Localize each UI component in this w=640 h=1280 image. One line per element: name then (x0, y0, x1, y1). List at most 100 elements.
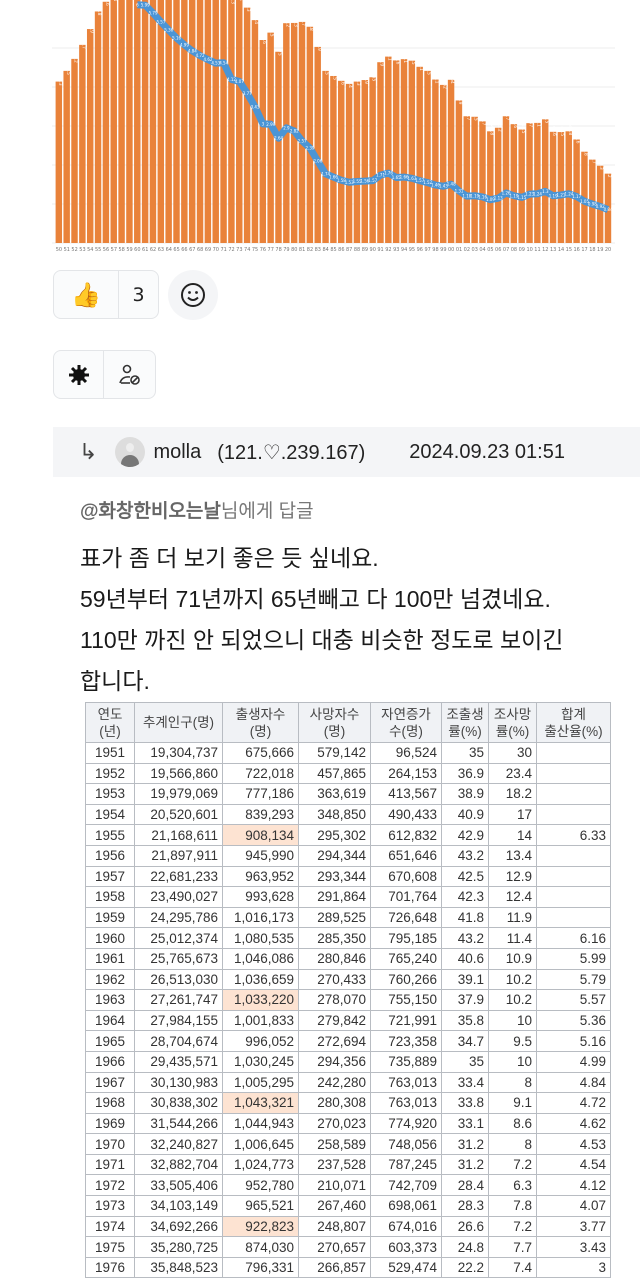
thumbs-up-icon[interactable]: 👍 (54, 271, 119, 318)
x-tick-label: 91 (377, 247, 383, 253)
table-cell: 295,302 (298, 824, 371, 846)
bar (314, 46, 321, 243)
line-point-label: 1.57 (415, 178, 424, 183)
line-point-label: 2.99 (266, 122, 275, 127)
table-cell: 1971 (85, 1153, 135, 1176)
table-cell: 12.4 (488, 886, 537, 908)
x-tick-label: 97 (424, 247, 430, 253)
table-cell: 7.4 (488, 1256, 537, 1279)
like-count[interactable]: 3 (132, 283, 145, 306)
x-tick-label: 95 (409, 247, 415, 253)
table-cell: 1,030,245 (222, 1050, 299, 1073)
table-cell: 267,460 (298, 1195, 371, 1217)
table-cell: 38.9 (441, 783, 489, 805)
table-row: 1955 21,168,611 908,134 295,302 612,832 42.9 1… (85, 824, 611, 846)
reply-arrow-icon: ↳ (79, 439, 98, 464)
bar (157, 0, 165, 244)
bar-label: 67.5 (324, 65, 330, 75)
table-cell: 10 (488, 1050, 537, 1073)
table-row: 1975 35,280,725 874,030 270,657 603,373 24.8 7… (85, 1236, 611, 1258)
line-point-label: 1.18 (462, 194, 471, 199)
table-cell: 1957 (85, 865, 135, 888)
x-tick-label: 70 (213, 247, 219, 253)
table-cell: 1,046,086 (222, 947, 299, 970)
table-cell: 1951 (85, 742, 135, 764)
x-tick-label: 82 (307, 247, 313, 253)
reply-target-user[interactable]: @화창한비오는날 (80, 501, 221, 522)
x-tick-label: 65 (173, 247, 179, 253)
table-cell: 278,070 (298, 989, 371, 1011)
bar (134, 0, 141, 243)
table-cell: 874,030 (222, 1236, 299, 1258)
table-cell: 21,168,611 (134, 824, 223, 846)
avatar[interactable] (115, 437, 146, 467)
table-cell: 765,240 (370, 947, 442, 970)
bar-label: 32.7 (590, 154, 596, 164)
table-cell: 5.79 (536, 968, 611, 991)
table-cell: 25,012,374 (134, 927, 223, 949)
bar (487, 131, 494, 243)
bar-label: 71.5 (410, 55, 416, 65)
table-cell: 1,043,321 (222, 1092, 299, 1114)
bar (86, 29, 94, 244)
comment-line: 59년부터 71년까지 65년빼고 다 100만 넘겼네요. (80, 586, 551, 612)
table-cell: 24.8 (441, 1236, 489, 1258)
table-cell: 1,001,833 (222, 1009, 299, 1032)
line-point-label: 1.23 (525, 192, 534, 197)
gear-icon[interactable] (54, 351, 104, 398)
line-point-label: 6 (136, 2, 139, 7)
table-cell: 1,080,535 (222, 927, 299, 949)
table-cell: 774,920 (370, 1112, 442, 1135)
table-cell: 1954 (85, 803, 135, 826)
comment-author[interactable]: molla (153, 440, 202, 463)
table-cell: 4.84 (536, 1071, 611, 1094)
add-reaction-button[interactable] (168, 270, 218, 320)
table-cell: 6.33 (536, 824, 611, 846)
x-tick-label: 75 (252, 247, 258, 253)
bar (251, 20, 259, 243)
comment-body: 표가 좀 더 보기 좋은 듯 싶네요. 59년부터 71년까지 65년빼고 다 … (80, 538, 563, 702)
line-point-label: 1.24 (533, 191, 542, 196)
bar-label: 95.3 (230, 0, 236, 4)
table-row: 1959 24,295,786 1,016,173 289,525 726,648 41.… (85, 906, 611, 929)
bar (212, 0, 219, 244)
table-cell: 23.4 (488, 762, 537, 785)
table-cell: 20,520,601 (134, 803, 223, 826)
table-cell (536, 886, 611, 908)
table-cell: 7.2 (488, 1215, 537, 1238)
column-header: 합계 출산율(%) (536, 702, 611, 743)
table-cell: 675,666 (222, 742, 299, 764)
table-cell: 1,044,943 (222, 1112, 299, 1135)
table-cell: 1967 (85, 1071, 135, 1094)
table-cell: 7.7 (488, 1236, 537, 1258)
bar-label: 47.7 (481, 115, 487, 125)
table-row: 1960 25,012,374 1,080,535 285,350 795,185 43.… (85, 927, 611, 949)
table-row: 1952 19,566,860 722,018 457,865 264,153 36.9 2… (85, 762, 611, 785)
table-cell: 22.2 (441, 1256, 489, 1279)
bar-label: 47 (528, 121, 534, 127)
bar-label: 86.2 (284, 17, 290, 27)
table-cell: 963,952 (222, 865, 299, 888)
bar (471, 116, 478, 243)
bar-label: 82.5 (269, 27, 275, 37)
bar (149, 0, 157, 243)
line-point-label: 1.3 (542, 189, 549, 194)
table-cell: 19,979,069 (134, 783, 223, 805)
x-tick-label: 96 (417, 247, 423, 253)
table-cell: 33.1 (441, 1112, 489, 1135)
table-cell: 27,261,747 (134, 989, 223, 1011)
comment-header: ↳ molla (121.♡.239.167) 2024.09.23 01:51 (53, 427, 640, 477)
table-cell: 4.54 (536, 1153, 611, 1176)
x-tick-label: 05 (487, 247, 493, 253)
bar-label: 96.4 (112, 0, 118, 1)
x-tick-label: 12 (542, 247, 548, 253)
bar (510, 124, 518, 243)
table-cell: 26,513,030 (134, 968, 223, 991)
bar-label: 44.5 (520, 123, 526, 133)
bar (369, 77, 376, 243)
line-point-label: 1.57 (368, 178, 377, 183)
line-point-label: 1.43 (439, 184, 448, 189)
user-block-icon[interactable] (104, 351, 155, 398)
table-cell: 293,344 (298, 865, 371, 888)
table-cell: 8 (488, 1133, 537, 1155)
